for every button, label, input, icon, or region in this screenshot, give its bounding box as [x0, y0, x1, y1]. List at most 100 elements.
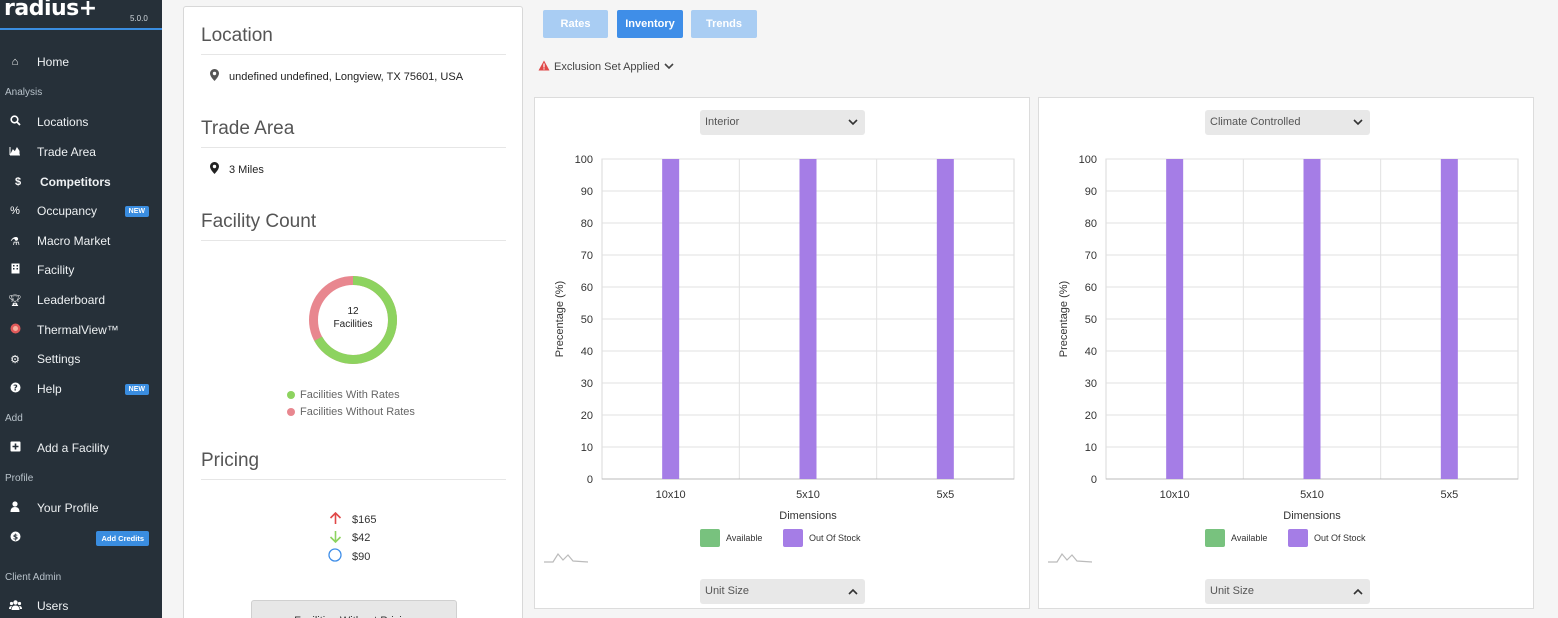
chart-type-icon[interactable]	[543, 550, 589, 564]
svg-text:?: ?	[13, 383, 18, 392]
y-tick-label: 80	[581, 218, 593, 230]
sidebar-item-trade-area[interactable]: Trade Area	[0, 140, 162, 164]
y-tick-label: 90	[581, 186, 593, 198]
sidebar-item-locations[interactable]: Locations	[0, 110, 162, 134]
sidebar-item-settings[interactable]: ⚙ Settings	[0, 347, 162, 371]
tab-inventory[interactable]: Inventory	[617, 10, 683, 38]
sidebar-item-credits[interactable]: $ Add Credits	[0, 526, 162, 550]
legend-out-of-stock[interactable]: Out Of Stock	[783, 529, 861, 547]
x-axis-label: Dimensions	[779, 510, 837, 522]
legend-label: Facilities With Rates	[300, 389, 400, 401]
search-icon	[7, 115, 23, 129]
bar-out-of-stock	[1440, 159, 1458, 479]
sidebar-item-home[interactable]: ⌂ Home	[0, 50, 162, 74]
y-tick-label: 70	[1085, 250, 1097, 262]
donut-slice-with-rates	[309, 276, 397, 364]
sidebar-item-label: Competitors	[40, 175, 111, 189]
x-tick-label: 5x5	[936, 489, 954, 501]
sidebar-item-label: Occupancy	[37, 204, 98, 218]
bar-out-of-stock	[936, 159, 954, 479]
legend-out-of-stock[interactable]: Out Of Stock	[1288, 529, 1366, 547]
sidebar-item-occupancy[interactable]: % Occupancy NEW	[0, 199, 162, 223]
inventory-bar-chart[interactable]: 0 10 20 30 40 50 60 70 80 90 100 10x10 5x10 5x5 Dimens…	[535, 98, 1031, 528]
unit-size-select[interactable]: Unit Size	[700, 579, 865, 604]
x-tick-label: 5x10	[1300, 489, 1324, 501]
chevron-down-icon	[664, 62, 674, 72]
legend-label: Facilities Without Rates	[300, 406, 415, 418]
y-tick-label: 10	[581, 442, 593, 454]
home-icon: ⌂	[11, 56, 19, 68]
sidebar-item-competitors[interactable]: $ Competitors	[0, 170, 162, 194]
facility-donut-chart[interactable]	[308, 275, 398, 365]
bar-out-of-stock	[662, 159, 680, 479]
price-low-row: $42	[328, 530, 370, 546]
dollar-icon: $	[14, 176, 22, 188]
brand-underline	[0, 28, 162, 30]
chart-card-climate-controlled: Climate Controlled 0 10 20 30 40 50 60 70 80 90 10…	[1038, 97, 1534, 609]
sidebar-item-label: Leaderboard	[37, 293, 106, 307]
chevron-down-icon	[1353, 110, 1363, 136]
percent-icon: %	[10, 205, 20, 217]
legend-label: Out Of Stock	[1314, 533, 1366, 543]
trophy-icon: 🏆︎	[8, 294, 22, 307]
x-tick-label: 10x10	[656, 489, 686, 501]
y-tick-label: 70	[581, 250, 593, 262]
storage-type-select[interactable]: Interior	[700, 110, 865, 135]
tab-trends[interactable]: Trends	[691, 10, 757, 38]
new-badge: NEW	[124, 205, 149, 217]
legend-without-rates[interactable]: Facilities Without Rates	[287, 406, 415, 418]
legend-swatch	[700, 529, 720, 547]
inventory-bar-chart[interactable]: 0 10 20 30 40 50 60 70 80 90 100 10x10 5x10 5x5 Dimens…	[1039, 98, 1535, 528]
sidebar-item-label: Settings	[37, 352, 81, 366]
sidebar-item-users[interactable]: Users	[0, 594, 162, 618]
y-tick-label: 40	[1085, 346, 1097, 358]
sidebar-item-macro-market[interactable]: ⚗ Macro Market	[0, 229, 162, 253]
trade-area-title: Trade Area	[201, 118, 295, 139]
sidebar-item-label: Your Profile	[37, 501, 99, 515]
bar-out-of-stock	[1166, 159, 1184, 479]
coin-icon: $	[7, 531, 23, 545]
legend-label: Available	[1231, 533, 1268, 543]
sidebar-item-facility[interactable]: Facility	[0, 258, 162, 282]
legend-with-rates[interactable]: Facilities With Rates	[287, 389, 400, 401]
unit-size-select[interactable]: Unit Size	[1205, 579, 1370, 604]
price-high: $165	[352, 514, 377, 526]
y-tick-label: 50	[1085, 314, 1097, 326]
sidebar-item-label: Help	[37, 382, 62, 396]
facilities-without-pricing-button[interactable]: Facilities Without Pricing	[251, 600, 457, 618]
brand-logo[interactable]: radius+	[4, 0, 97, 21]
divider	[201, 479, 506, 480]
bar-out-of-stock	[1303, 159, 1321, 479]
sidebar-item-label: Users	[37, 599, 69, 613]
app-version: 5.0.0	[130, 14, 148, 23]
price-high-row: $165	[328, 511, 377, 528]
select-value: Interior	[705, 116, 740, 128]
y-tick-label: 80	[1085, 218, 1097, 230]
tab-rates[interactable]: Rates	[543, 10, 608, 38]
legend-available[interactable]: Available	[1205, 529, 1267, 547]
legend-available[interactable]: Available	[700, 529, 762, 547]
add-credits-button[interactable]: Add Credits	[96, 530, 149, 546]
sidebar-item-add-facility[interactable]: Add a Facility	[0, 436, 162, 460]
circle-icon	[328, 548, 342, 565]
chart-type-icon[interactable]	[1047, 550, 1093, 564]
section-label-profile: Profile	[5, 473, 34, 484]
sidebar-item-thermalview[interactable]: ThermalView™	[0, 318, 162, 342]
sidebar-item-label: ThermalView™	[37, 323, 119, 337]
sidebar-item-label: Add a Facility	[37, 441, 110, 455]
price-avg-row: $90	[328, 548, 370, 565]
sidebar-item-label: Macro Market	[37, 234, 111, 248]
chevron-down-icon	[848, 110, 858, 136]
sidebar-item-help[interactable]: ? Help NEW	[0, 377, 162, 401]
sidebar-item-leaderboard[interactable]: 🏆︎ Leaderboard	[0, 288, 162, 312]
sidebar: radius+ 5.0.0 ⌂ Home Analysis Locations …	[0, 0, 162, 618]
sidebar-item-label: Facility	[37, 263, 75, 277]
divider	[201, 240, 506, 241]
storage-type-select[interactable]: Climate Controlled	[1205, 110, 1370, 135]
exclusion-set-dropdown[interactable]: Exclusion Set Applied	[538, 60, 674, 74]
facility-count-unit: Facilities	[333, 319, 373, 330]
x-tick-label: 10x10	[1160, 489, 1190, 501]
sidebar-item-your-profile[interactable]: Your Profile	[0, 496, 162, 520]
sidebar-item-label: Trade Area	[37, 145, 96, 159]
arrow-up-icon	[328, 511, 342, 528]
